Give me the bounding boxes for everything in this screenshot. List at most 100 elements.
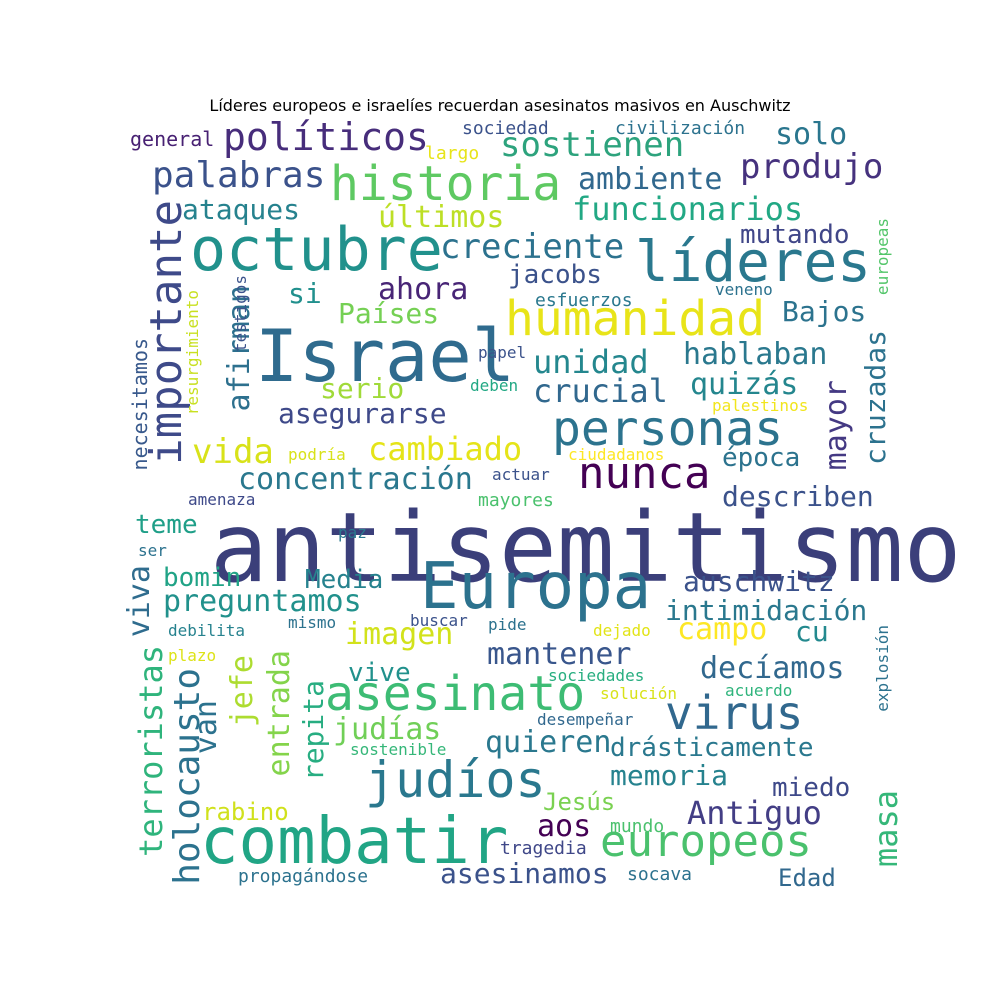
word-ahora: ahora — [378, 272, 469, 307]
word-sociedades: sociedades — [548, 666, 645, 685]
word-asesinato: asesinato — [325, 666, 586, 722]
word-quizas: quizás — [690, 367, 799, 402]
word-viva: viva — [122, 565, 157, 638]
word-preguntamos: preguntamos — [163, 584, 362, 619]
word-rabino: rabino — [202, 798, 289, 826]
word-van: van — [189, 700, 224, 755]
word-sostienen: sostienen — [500, 125, 685, 165]
word-buscar: buscar — [410, 611, 468, 630]
word-lideres: líderes — [635, 230, 872, 295]
word-crucial: crucial — [533, 372, 668, 410]
word-bajos: Bajos — [782, 295, 867, 328]
word-asegurarse: asegurarse — [278, 397, 447, 430]
word-ambiente: ambiente — [578, 162, 723, 197]
word-vive: vive — [348, 658, 411, 688]
word-israel: Israel — [255, 314, 516, 398]
word-epoca: época — [722, 443, 801, 473]
word-paz: paz — [338, 523, 367, 542]
word-terroristas: terroristas — [132, 645, 170, 857]
word-tragedia: tragedia — [500, 838, 587, 859]
word-ataques: ataques — [182, 193, 301, 226]
word-drasticamente: drásticamente — [610, 733, 814, 763]
word-necesitamos: necesitamos — [128, 338, 152, 471]
word-civilizacion: civilización — [615, 118, 746, 139]
word-judias: judías — [333, 712, 442, 747]
word-repita: repita — [297, 680, 330, 782]
word-sociedad: sociedad — [462, 118, 549, 139]
word-jesus: Jesús — [543, 788, 616, 816]
word-masa: masa — [867, 790, 905, 868]
word-esfuerzos: esfuerzos — [535, 290, 633, 311]
word-personas: personas — [552, 401, 784, 457]
word-funcionarios: funcionarios — [572, 190, 804, 228]
word-produjo: produjo — [740, 147, 884, 187]
word-cruzadas: cruzadas — [859, 330, 892, 465]
word-miedo: miedo — [772, 773, 851, 803]
word-combatir: combatir — [200, 805, 509, 879]
word-solucion: solución — [600, 684, 678, 703]
word-cu: cu — [795, 615, 829, 648]
word-resurgimiento: resurgimiento — [183, 290, 202, 416]
word-humanidad: humanidad — [505, 291, 766, 347]
word-mismo: mismo — [288, 613, 337, 632]
word-edad: Edad — [778, 864, 836, 892]
word-papel: papel — [478, 343, 527, 362]
word-concentracion: concentración — [238, 462, 473, 497]
word-europa: Europa — [420, 550, 652, 624]
word-hablaban: hablaban — [683, 337, 828, 372]
word-solo: solo — [775, 117, 848, 152]
word-bomin: bomin — [163, 563, 242, 593]
word-creciente: creciente — [440, 227, 625, 267]
word-ultimos: últimos — [378, 200, 505, 235]
word-desempenar: desempeñar — [537, 710, 634, 729]
word-europeos: europeos — [600, 816, 812, 867]
word-paises: Países — [338, 297, 440, 330]
word-judios: judíos — [365, 751, 546, 809]
word-acuerdo: acuerdo — [725, 681, 793, 700]
word-podria: podría — [288, 445, 346, 464]
word-campo: campo — [677, 612, 768, 647]
word-describen: describen — [722, 480, 874, 513]
word-actuar: actuar — [492, 465, 550, 484]
word-debilita: debilita — [168, 621, 246, 640]
chart-title: Líderes europeos e israelíes recuerdan a… — [209, 96, 791, 115]
word-octubre: octubre — [190, 215, 443, 285]
word-antisemitismo: antisemitismo — [210, 492, 962, 604]
word-aos: aos — [537, 809, 592, 844]
word-teme: teme — [135, 510, 198, 540]
word-palestinos: palestinos — [712, 396, 809, 415]
word-si: si — [288, 277, 322, 310]
word-ciudadanos: ciudadanos — [568, 445, 665, 464]
word-ser: ser — [138, 541, 167, 560]
word-cambiado: cambiado — [368, 430, 523, 468]
word-veneno: veneno — [715, 280, 773, 299]
word-pide: pide — [488, 615, 527, 634]
word-auschwitz: auschwitz — [683, 565, 835, 598]
word-intimidacion: intimidación — [665, 594, 868, 627]
word-amenaza: amenaza — [188, 490, 256, 509]
word-explosion: explosión — [873, 625, 892, 712]
word-entrada: entrada — [262, 650, 297, 777]
word-imagen: imagen — [345, 617, 454, 652]
word-unidad: unidad — [533, 343, 649, 381]
word-propagandose: propagándose — [238, 866, 369, 887]
word-media: Media — [305, 565, 384, 595]
word-palabras: palabras — [152, 155, 326, 196]
word-serio: serio — [320, 372, 405, 405]
word-jacobs: jacobs — [508, 260, 602, 290]
word-mutando: mutando — [740, 220, 850, 250]
word-virus: virus — [665, 686, 804, 740]
word-historia: historia — [330, 156, 562, 212]
word-largo: largo — [425, 143, 480, 164]
word-vida: vida — [192, 432, 274, 472]
word-mayores: mayores — [478, 490, 554, 511]
word-antiguo: Antiguo — [687, 794, 822, 832]
word-sostenible: sostenible — [350, 740, 447, 759]
word-general: general — [130, 127, 215, 151]
word-memoria: memoria — [610, 759, 729, 792]
word-mayor: mayor — [819, 380, 854, 471]
word-asesinamos: asesinamos — [440, 857, 609, 890]
word-plazo: plazo — [168, 646, 217, 665]
word-quieren: quieren — [485, 725, 612, 760]
